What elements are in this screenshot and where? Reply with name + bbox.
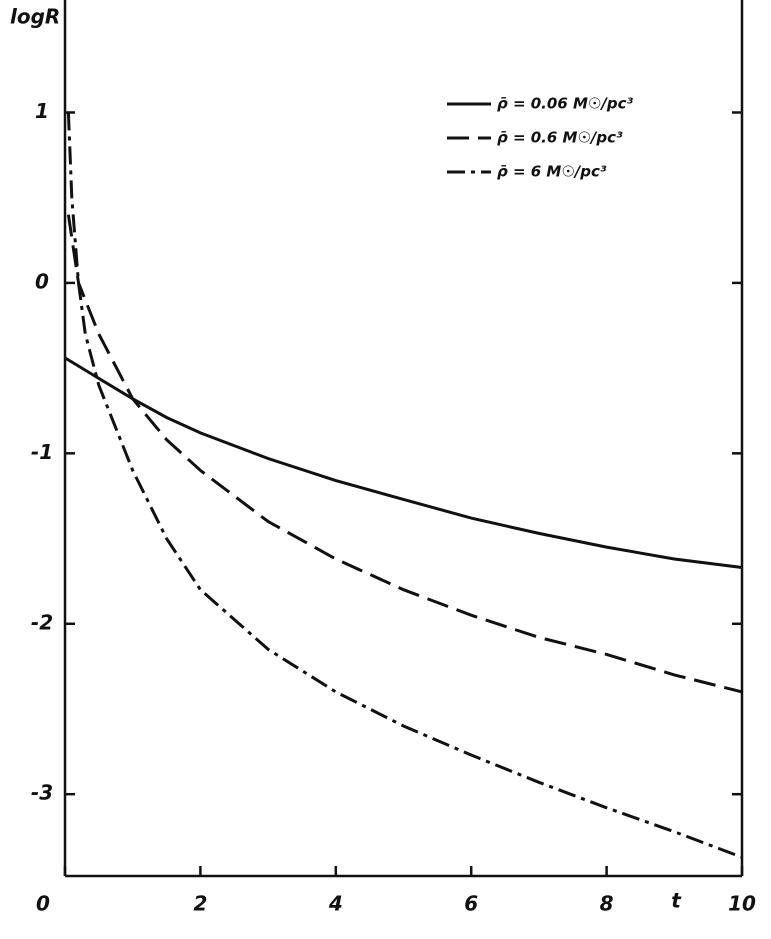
x-tick-label: 4 xyxy=(328,892,343,916)
x-tick-label: 8 xyxy=(600,892,614,916)
x-tick-label: 6 xyxy=(464,892,478,916)
y-tick-label: -3 xyxy=(31,781,53,805)
y-tick-label: -2 xyxy=(31,610,53,634)
legend-label: ρ̄ = 0.06 M☉/pc³ xyxy=(497,95,633,113)
y-tick-label: 1 xyxy=(35,99,49,123)
legend-label: ρ̄ = 6 M☉/pc³ xyxy=(497,163,607,181)
y-tick-label: 0 xyxy=(35,269,49,293)
y-axis-label: logR xyxy=(10,5,60,29)
x-axis-label: t xyxy=(671,889,682,913)
series-line xyxy=(66,112,743,859)
x-tick-label: 10 xyxy=(728,892,756,916)
x-tick-label: 0 xyxy=(36,892,50,916)
legend-label: ρ̄ = 0.6 M☉/pc³ xyxy=(497,129,623,147)
series-line xyxy=(66,214,743,694)
series-line xyxy=(64,356,743,569)
x-tick-label: 2 xyxy=(193,892,207,916)
y-tick-label: -1 xyxy=(31,440,53,464)
